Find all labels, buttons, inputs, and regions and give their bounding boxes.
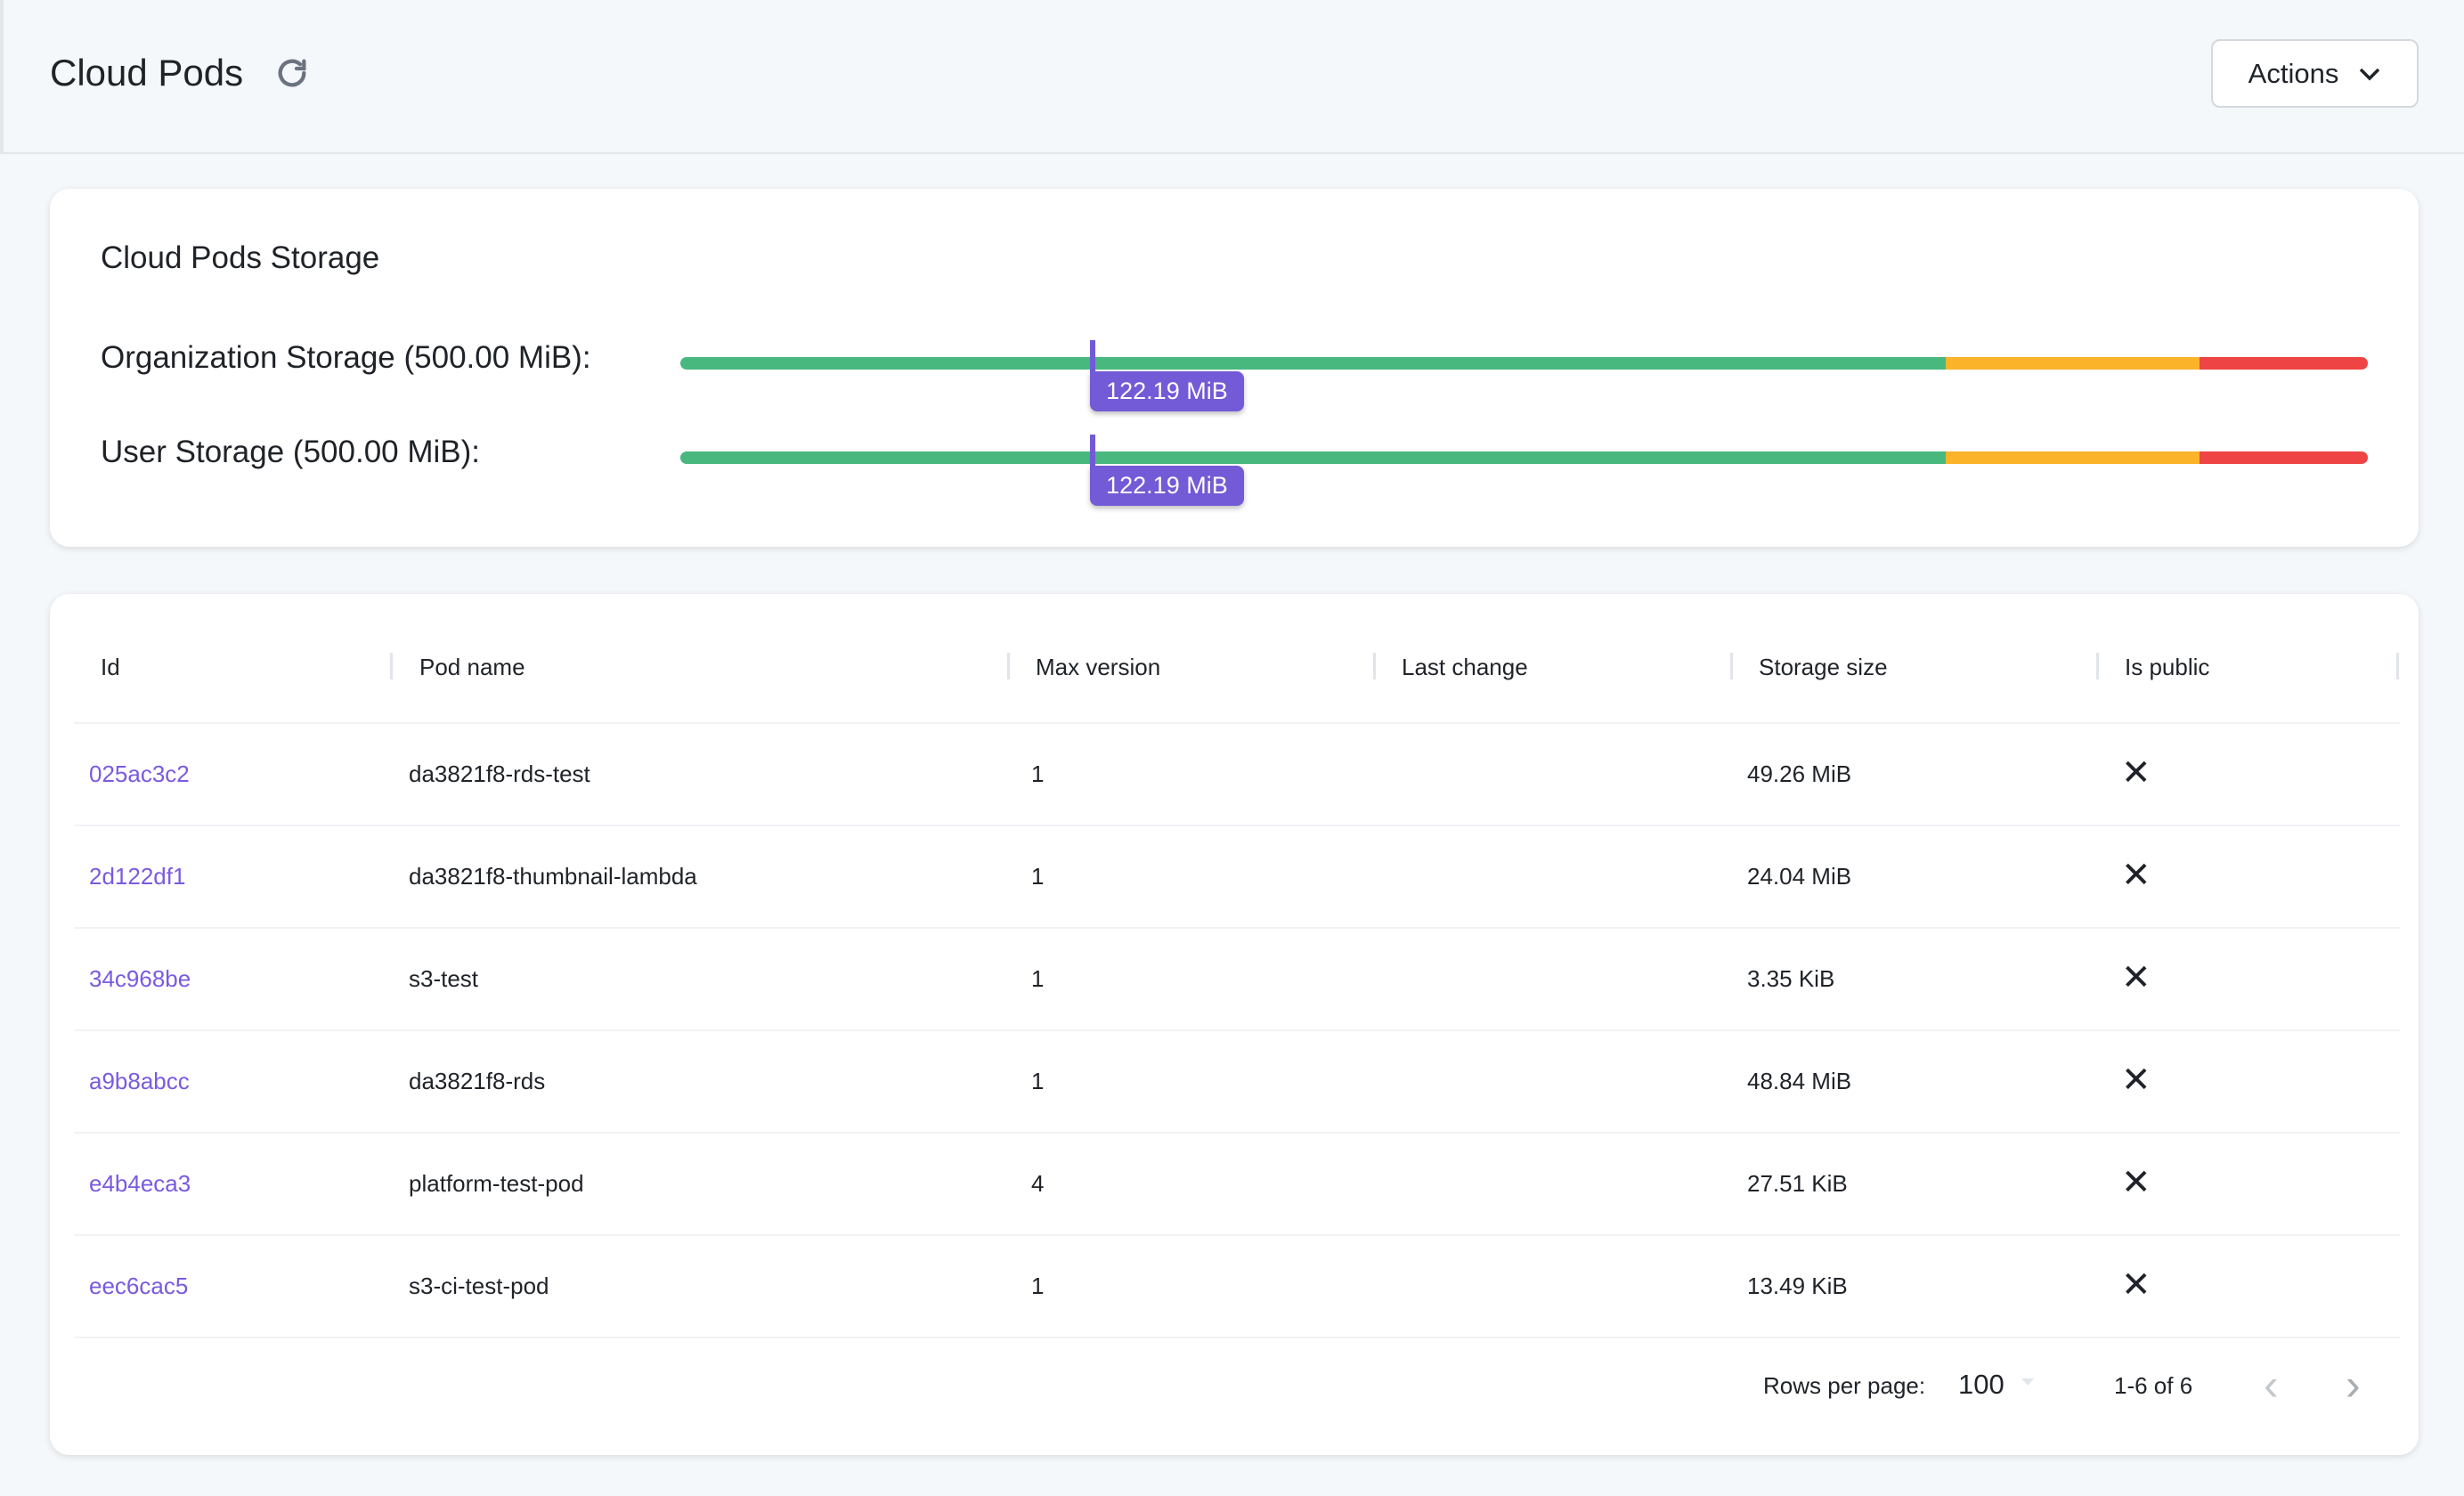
storage-size: 24.04 MiB (1747, 863, 1852, 890)
bar-danger-segment (2199, 451, 2368, 464)
row-divider (74, 1029, 2400, 1031)
page-header (0, 0, 2464, 154)
storage-marker (1090, 340, 1096, 378)
page-title: Cloud Pods (50, 52, 244, 94)
row-divider (74, 1337, 2400, 1338)
storage-value-tooltip: 122.19 MiB (1090, 371, 1244, 411)
column-separator[interactable] (2096, 653, 2099, 679)
storage-size: 49.26 MiB (1747, 760, 1852, 787)
max-version: 1 (1031, 1272, 1045, 1299)
max-version: 4 (1031, 1170, 1045, 1197)
actions-button[interactable]: Actions (2211, 39, 2419, 108)
bar-warn-segment (1946, 451, 2200, 464)
row-divider (74, 927, 2400, 929)
column-header[interactable]: Pod name (419, 654, 525, 680)
pod-id-link[interactable]: a9b8abcc (89, 1068, 190, 1094)
is-public-false-icon: ✕ (2121, 753, 2151, 793)
next-page-icon[interactable]: › (2346, 1360, 2361, 1410)
column-header[interactable]: Last change (1402, 654, 1528, 680)
storage-marker (1090, 435, 1096, 472)
storage-bar-label: User Storage (500.00 MiB): (101, 435, 481, 469)
storage-title: Cloud Pods Storage (101, 240, 380, 275)
actions-label: Actions (2248, 57, 2339, 89)
storage-bar (680, 357, 2368, 370)
pods-table-card (50, 594, 2419, 1455)
rows-per-page-label: Rows per page: (1763, 1372, 1926, 1399)
pod-name: da3821f8-thumbnail-lambda (409, 863, 697, 890)
storage-bar (680, 451, 2368, 464)
is-public-false-icon: ✕ (2121, 958, 2151, 997)
row-divider (74, 1132, 2400, 1134)
row-divider (74, 1234, 2400, 1236)
max-version: 1 (1031, 1068, 1045, 1094)
pod-id-link[interactable]: 34c968be (89, 965, 191, 992)
bar-danger-segment (2199, 357, 2368, 370)
prev-page-icon[interactable]: ‹ (2264, 1360, 2279, 1410)
pod-name: da3821f8-rds-test (409, 760, 590, 787)
pod-id-link[interactable]: 2d122df1 (89, 863, 186, 890)
max-version: 1 (1031, 965, 1045, 992)
bar-warn-segment (1946, 357, 2200, 370)
is-public-false-icon: ✕ (2121, 1265, 2151, 1305)
pod-name: s3-ci-test-pod (409, 1272, 549, 1299)
row-divider (74, 722, 2400, 724)
column-separator[interactable] (2396, 653, 2399, 679)
storage-size: 3.35 KiB (1747, 965, 1835, 992)
pod-name: s3-test (409, 965, 479, 992)
column-separator[interactable] (1730, 653, 1733, 679)
rows-per-page-select[interactable]: 100 (1958, 1369, 2005, 1400)
pod-id-link[interactable]: eec6cac5 (89, 1272, 189, 1299)
dropdown-arrow-icon[interactable] (2021, 1378, 2034, 1386)
pod-id-link[interactable]: 025ac3c2 (89, 760, 190, 787)
column-separator[interactable] (1007, 653, 1010, 679)
max-version: 1 (1031, 863, 1045, 890)
pod-name: da3821f8-rds (409, 1068, 546, 1094)
column-header[interactable]: Max version (1036, 654, 1161, 680)
storage-size: 27.51 KiB (1747, 1170, 1848, 1197)
column-header[interactable]: Storage size (1759, 654, 1888, 680)
storage-bar-label: Organization Storage (500.00 MiB): (101, 340, 591, 375)
pagination-range: 1-6 of 6 (2114, 1372, 2193, 1399)
row-divider (74, 825, 2400, 826)
bar-ok-segment (680, 451, 1947, 464)
chevron-down-icon (2360, 68, 2380, 80)
refresh-icon[interactable] (274, 55, 310, 91)
bar-ok-segment (680, 357, 1947, 370)
storage-size: 48.84 MiB (1747, 1068, 1852, 1094)
column-separator[interactable] (390, 653, 393, 679)
pod-name: platform-test-pod (409, 1170, 584, 1197)
pod-id-link[interactable]: e4b4eca3 (89, 1170, 191, 1197)
max-version: 1 (1031, 760, 1045, 787)
column-header[interactable]: Is public (2125, 654, 2210, 680)
storage-value-tooltip: 122.19 MiB (1090, 466, 1244, 506)
column-header[interactable]: Id (101, 654, 120, 680)
is-public-false-icon: ✕ (2121, 856, 2151, 895)
is-public-false-icon: ✕ (2121, 1061, 2151, 1100)
is-public-false-icon: ✕ (2121, 1163, 2151, 1202)
storage-size: 13.49 KiB (1747, 1272, 1848, 1299)
column-separator[interactable] (1373, 653, 1376, 679)
